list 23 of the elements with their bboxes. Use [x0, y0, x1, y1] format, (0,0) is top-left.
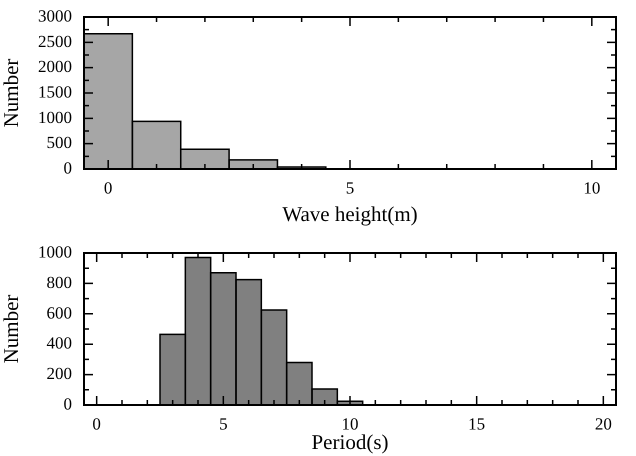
- y-tick-label: 3000: [38, 6, 72, 26]
- y-tick-label: 1000: [38, 108, 72, 127]
- x-tick-label: 10: [583, 178, 600, 198]
- y-tick-label: 500: [46, 133, 72, 152]
- y-tick-label: 800: [46, 272, 72, 292]
- y-tick-label: 400: [46, 334, 72, 353]
- y-tick-label: 2500: [38, 32, 72, 51]
- y-tick-label: 1000: [38, 242, 72, 262]
- y-tick-label: 600: [46, 303, 72, 322]
- x-tick-label: 0: [104, 178, 112, 198]
- y-tick-label: 200: [46, 364, 72, 384]
- y-axis-title: Number: [0, 294, 24, 364]
- y-tick-label: 1500: [38, 82, 72, 102]
- x-tick-label: 15: [468, 414, 486, 434]
- y-tick-label: 0: [64, 158, 72, 178]
- x-tick-label: 0: [92, 414, 101, 434]
- x-tick-label: 5: [346, 178, 354, 198]
- x-tick-label: 20: [594, 414, 612, 434]
- x-axis-title: Wave height(m): [282, 202, 418, 226]
- y-tick-label: 0: [64, 394, 72, 414]
- x-tick-label: 5: [219, 414, 228, 434]
- y-tick-label: 2000: [38, 57, 72, 76]
- y-axis-title: Number: [0, 58, 24, 128]
